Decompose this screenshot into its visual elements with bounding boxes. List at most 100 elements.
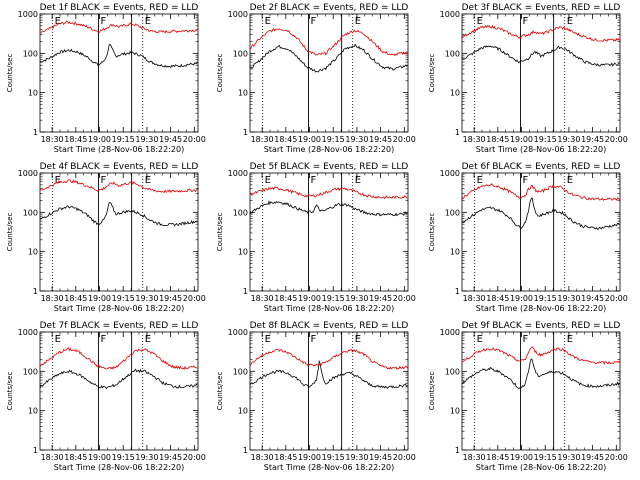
x-tick-label: 18:30 [41,294,64,303]
x-tick-label: 18:30 [463,453,486,462]
interval-label: F [522,175,528,186]
y-tick-label: 100 [23,367,38,376]
x-tick-label: 19:30 [135,453,158,462]
interval-label: E [145,175,151,186]
x-tick-label: 18:45 [64,294,87,303]
detector-panel-1: Det 1f BLACK = Events, RED = LLD 1 10 100 10… [6,3,206,154]
x-tick-label: 19:30 [135,294,158,303]
x-tick-label: 19:45 [581,453,604,462]
interval-label: F [100,16,106,27]
x-tick-label: 19:00 [510,453,533,462]
events-trace [39,202,198,227]
plot-frame [461,172,621,292]
x-tick-label: 19:15 [322,135,345,144]
x-tick-label: 18:30 [251,453,274,462]
interval-label: E [355,16,361,27]
x-tick-label: 19:15 [322,294,345,303]
x-axis-label: Start Time (28-Nov-06 18:22:20) [54,304,184,313]
x-tick-label: 18:45 [64,453,87,462]
y-tick-label: 10 [238,248,248,257]
x-tick-label: 19:45 [369,135,392,144]
interval-label: F [100,334,106,345]
x-tick-label: 18:30 [463,294,486,303]
panel-title: Det 1f BLACK = Events, RED = LLD [40,3,199,13]
detector-panel-2: Det 2f BLACK = Events, RED = LLD 1 10 100 10… [216,3,416,154]
x-tick-label: 20:00 [393,135,416,144]
detector-panel-6: Det 6f BLACK = Events, RED = LLD 1 10 100 10… [428,162,628,313]
detector-panel-3: Det 3f BLACK = Events, RED = LLD 1 10 100 10… [428,3,628,154]
x-tick-label: 19:15 [322,453,345,462]
x-tick-label: 19:15 [112,453,135,462]
detector-panel-7: Det 7f BLACK = Events, RED = LLD 1 10 100 10… [6,321,206,472]
x-tick-label: 19:45 [159,453,182,462]
y-tick-label: 1000 [18,10,38,19]
y-axis-label: Counts/sec [6,372,14,411]
y-tick-label: 100 [23,49,38,58]
y-tick-label: 1000 [228,328,248,337]
interval-label: E [355,334,361,345]
y-axis-label: Counts/sec [216,372,224,411]
x-axis-label: Start Time (28-Nov-06 18:22:20) [476,304,606,313]
x-tick-label: 19:00 [88,135,111,144]
panel-title: Det 2f BLACK = Events, RED = LLD [250,3,409,13]
lld-trace [461,346,620,365]
x-tick-label: 18:30 [463,135,486,144]
y-tick-label: 1000 [440,328,460,337]
x-tick-label: 18:45 [274,294,297,303]
x-tick-label: 19:30 [345,453,368,462]
x-axis-label: Start Time (28-Nov-06 18:22:20) [476,463,606,472]
events-trace [461,45,620,67]
y-tick-label: 100 [233,208,248,217]
x-tick-label: 20:00 [183,294,206,303]
panel-title: Det 9f BLACK = Events, RED = LLD [462,321,621,331]
plot-frame [461,13,621,133]
y-axis-label: Counts/sec [6,213,14,252]
y-axis-label: Counts/sec [216,54,224,93]
interval-label: E [55,334,61,345]
detector-panel-8: Det 8f BLACK = Events, RED = LLD 1 10 100 10… [216,321,416,472]
panel-title: Det 5f BLACK = Events, RED = LLD [250,162,409,172]
interval-label: F [310,16,316,27]
plot-frame [39,172,199,292]
panel-title: Det 6f BLACK = Events, RED = LLD [462,162,621,172]
y-tick-label: 10 [238,407,248,416]
plot-frame [249,13,409,133]
interval-label: E [265,175,271,186]
y-tick-label: 1000 [18,328,38,337]
x-tick-label: 19:00 [298,135,321,144]
events-trace [39,44,198,69]
interval-label: E [145,334,151,345]
interval-label: E [477,334,483,345]
x-tick-label: 20:00 [605,294,628,303]
events-trace [249,200,408,217]
interval-label: E [265,334,271,345]
detector-panel-5: Det 5f BLACK = Events, RED = LLD 1 10 100 10… [216,162,416,313]
y-tick-label: 1000 [18,169,38,178]
x-tick-label: 19:45 [581,135,604,144]
x-tick-label: 18:30 [41,135,64,144]
y-tick-label: 100 [233,367,248,376]
x-tick-label: 19:30 [135,135,158,144]
x-axis-label: Start Time (28-Nov-06 18:22:20) [264,463,394,472]
y-axis-label: Counts/sec [428,54,436,93]
x-tick-label: 18:45 [274,135,297,144]
panel-title: Det 7f BLACK = Events, RED = LLD [40,321,199,331]
lld-trace [39,347,198,370]
x-tick-label: 19:30 [557,453,580,462]
events-trace [249,43,408,73]
plot-frame [249,331,409,451]
x-axis-label: Start Time (28-Nov-06 18:22:20) [264,145,394,154]
panel-title: Det 3f BLACK = Events, RED = LLD [462,3,621,13]
interval-label: E [265,16,271,27]
interval-label: F [310,334,316,345]
y-axis-label: Counts/sec [6,54,14,93]
y-tick-label: 1000 [228,10,248,19]
x-tick-label: 19:45 [159,135,182,144]
x-tick-label: 19:15 [112,294,135,303]
x-axis-label: Start Time (28-Nov-06 18:22:20) [264,304,394,313]
lld-trace [461,24,620,42]
x-tick-label: 18:45 [486,135,509,144]
interval-label: F [522,16,528,27]
y-tick-label: 1 [243,446,248,455]
